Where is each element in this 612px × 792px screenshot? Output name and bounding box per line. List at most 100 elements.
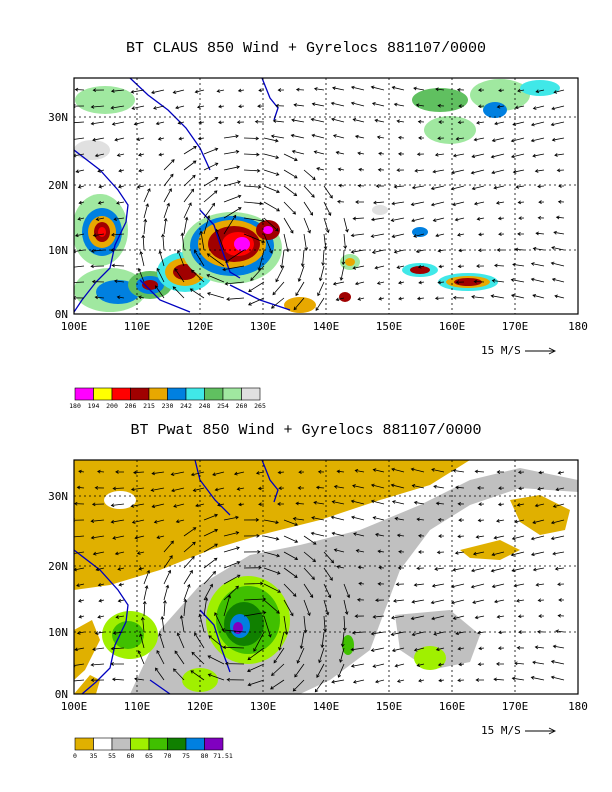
wind-vector: [163, 555, 173, 569]
wind-vector: [94, 485, 105, 490]
wind-vector: [437, 280, 445, 285]
wind-vector: [303, 567, 315, 580]
wind-vector: [297, 265, 305, 283]
map2-colorbar-labels: 0 35 55 60 65 70 75 80 71.51: [73, 752, 233, 760]
wind-vector: [450, 583, 465, 589]
wind-vector: [390, 217, 405, 222]
colorbar-tick-label: 265: [254, 402, 266, 410]
svg-text:10N: 10N: [48, 626, 68, 639]
wind-vector: [118, 582, 125, 587]
wind-vector: [316, 167, 325, 171]
wind-vector: [173, 503, 185, 508]
wind-vector: [223, 561, 241, 569]
wind-vector: [318, 647, 325, 664]
wind-vector: [374, 265, 385, 270]
pwat-shading: [74, 460, 578, 694]
wind-vector: [238, 502, 245, 507]
wind-vector: [138, 566, 145, 571]
wind-vector: [476, 217, 485, 221]
wind-vector: [214, 487, 225, 492]
wind-vector: [158, 632, 165, 649]
wind-vector: [224, 281, 245, 286]
wind-vector: [415, 249, 425, 254]
wind-vector: [318, 265, 325, 282]
wind-vector: [343, 583, 351, 599]
wind-vector: [418, 533, 425, 538]
wind-vector: [133, 121, 145, 126]
wind-vector: [514, 247, 525, 252]
wind-vector: [203, 583, 213, 601]
wind-vector: [553, 89, 565, 94]
wind-vector: [111, 263, 125, 268]
colorbar-tick-label: 194: [88, 402, 100, 410]
wind-vector: [433, 631, 445, 636]
wind-vector: [391, 615, 405, 620]
wind-vector: [277, 502, 284, 506]
wind-vector: [517, 232, 525, 236]
wind-vector: [471, 153, 485, 159]
wind-vector: [534, 503, 545, 508]
wind-vector: [557, 470, 565, 475]
colorbar-tick-label: 75: [182, 752, 190, 760]
wind-vector: [375, 184, 385, 188]
wind-vector: [134, 677, 145, 681]
wind-vector: [416, 517, 425, 522]
wind-vector: [300, 249, 305, 268]
wind-vector: [371, 249, 385, 254]
wind-vector: [163, 584, 170, 601]
wind-vector: [332, 281, 345, 286]
wind-vector: [97, 615, 105, 619]
wind-vector: [292, 679, 305, 692]
wind-vector: [331, 117, 345, 123]
wind-vector: [538, 200, 545, 204]
wind-vector: [246, 663, 265, 673]
wind-vector: [391, 85, 405, 91]
wind-vector: [243, 517, 260, 522]
wind-vector: [430, 599, 445, 605]
wind-vector: [77, 185, 85, 189]
wind-vector: [136, 551, 145, 555]
wind-vector: [558, 598, 564, 602]
wind-vector: [335, 150, 345, 155]
wind-vector: [350, 249, 365, 254]
wind-vector: [370, 499, 385, 505]
wind-vector: [74, 87, 85, 92]
wind-vector: [76, 631, 85, 635]
wind-vector: [456, 87, 465, 92]
wind-vector: [551, 277, 565, 283]
wind-vector: [532, 246, 545, 251]
wind-vector: [430, 201, 445, 207]
colorbar-tick-label: 215: [143, 402, 155, 410]
wind-vector: [323, 599, 330, 616]
wind-vector: [223, 134, 239, 139]
wind-vector: [391, 201, 405, 206]
wind-vector: [353, 532, 365, 537]
wind-vector: [257, 104, 265, 108]
svg-text:0N: 0N: [55, 688, 68, 701]
wind-vector: [477, 104, 485, 109]
wind-vector: [436, 550, 445, 555]
wind-vector: [280, 249, 285, 269]
wind-vector: [303, 185, 315, 198]
wind-vector: [457, 502, 465, 506]
colorbar-tick-label: 206: [125, 402, 137, 410]
wind-vector: [454, 217, 465, 222]
map1-reference-vector-label: 15 M/S: [481, 344, 521, 357]
wind-vector: [432, 169, 445, 174]
wind-vector: [339, 647, 345, 663]
wind-vector: [331, 500, 345, 505]
wind-vector: [313, 500, 325, 505]
wind-vector: [552, 644, 565, 649]
svg-text:130E: 130E: [250, 320, 277, 333]
wind-vector: [397, 566, 405, 570]
wind-vector: [550, 519, 565, 525]
wind-vector: [112, 631, 125, 635]
wind-vector: [283, 153, 298, 162]
colorbar-tick-label: 65: [145, 752, 153, 760]
wind-vector: [550, 659, 565, 665]
wind-vector: [136, 137, 145, 141]
wind-vector: [243, 136, 260, 141]
wind-vector: [514, 105, 525, 110]
wind-vector: [183, 188, 195, 203]
wind-vector: [183, 541, 196, 553]
